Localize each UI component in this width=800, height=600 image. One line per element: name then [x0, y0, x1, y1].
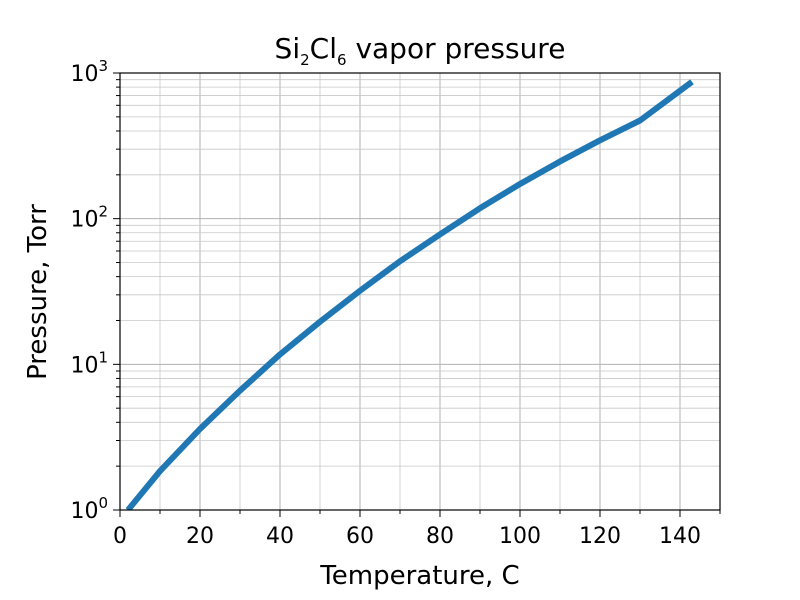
- x-tick-label: 20: [186, 524, 214, 549]
- ticks: 0 20 40 60 80 100 120 140 100 101 102 103: [70, 57, 721, 549]
- series-line-0: [125, 79, 694, 510]
- grid: [119, 73, 721, 511]
- axes-frame: [119, 72, 721, 511]
- y-axis-label: Pressure, Torr: [23, 204, 53, 380]
- y-tick-label: 103: [70, 57, 108, 87]
- x-tick-label: 60: [346, 524, 374, 549]
- x-axis-label: Temperature, C: [319, 561, 519, 591]
- x-tick-label: 100: [499, 524, 541, 549]
- y-tick-label: 101: [70, 348, 108, 378]
- x-tick-label: 140: [659, 524, 701, 549]
- x-tick-label: 120: [579, 524, 621, 549]
- y-tick-label: 100: [70, 494, 108, 524]
- x-tick-label: 80: [426, 524, 454, 549]
- y-tick-label: 102: [70, 203, 108, 233]
- x-tick-label: 40: [266, 524, 294, 549]
- plot-area: [125, 79, 694, 510]
- chart-title: Si2Cl6 vapor pressure: [275, 32, 566, 69]
- x-tick-label: 0: [113, 524, 127, 549]
